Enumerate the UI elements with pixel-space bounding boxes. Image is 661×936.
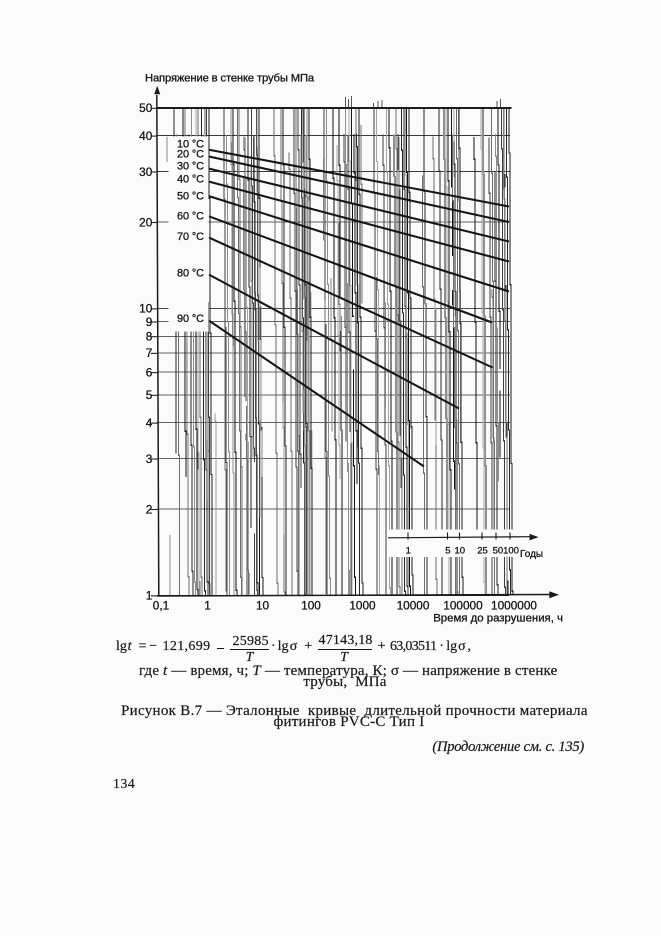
svg-text:1: 1 — [204, 599, 211, 613]
svg-text:10 °C: 10 °C — [177, 139, 204, 151]
svg-text:4: 4 — [146, 416, 153, 430]
svg-text:10: 10 — [256, 599, 270, 613]
svg-text:6: 6 — [146, 365, 153, 379]
svg-text:1: 1 — [146, 589, 153, 603]
svg-text:40: 40 — [139, 129, 153, 143]
svg-text:0,1: 0,1 — [153, 599, 169, 613]
svg-text:90 °C: 90 °C — [177, 313, 204, 325]
svg-text:50 °C: 50 °C — [177, 190, 204, 202]
svg-text:3: 3 — [146, 452, 153, 466]
svg-text:50: 50 — [493, 546, 504, 557]
svg-text:Годы: Годы — [520, 549, 543, 560]
svg-text:10000: 10000 — [397, 599, 430, 613]
svg-text:20 °C: 20 °C — [177, 149, 204, 161]
svg-text:5: 5 — [146, 388, 153, 402]
svg-text:5: 5 — [445, 546, 450, 557]
svg-text:30 °C: 30 °C — [177, 160, 204, 172]
svg-text:70 °C: 70 °C — [177, 231, 204, 243]
svg-text:1000: 1000 — [349, 599, 376, 613]
svg-text:20: 20 — [139, 215, 153, 229]
svg-text:1: 1 — [406, 546, 411, 557]
svg-text:10: 10 — [455, 546, 466, 557]
svg-text:100000: 100000 — [443, 599, 483, 613]
svg-text:Время до разрушения, ч: Время до разрушения, ч — [433, 613, 563, 625]
svg-text:100: 100 — [301, 599, 321, 613]
svg-text:25: 25 — [477, 546, 488, 557]
svg-text:Напряжение в стенке трубы МПа: Напряжение в стенке трубы МПа — [145, 73, 315, 85]
svg-text:100: 100 — [503, 546, 519, 557]
svg-text:10: 10 — [139, 302, 153, 316]
svg-text:80 °C: 80 °C — [177, 267, 204, 279]
svg-text:40 °C: 40 °C — [177, 173, 204, 185]
svg-text:8: 8 — [146, 330, 153, 344]
svg-text:50: 50 — [139, 101, 153, 115]
svg-text:2: 2 — [146, 502, 153, 516]
svg-text:9: 9 — [146, 315, 153, 329]
svg-text:60 °C: 60 °C — [177, 210, 204, 222]
svg-text:7: 7 — [146, 346, 153, 360]
svg-text:30: 30 — [139, 165, 153, 179]
svg-text:1000000: 1000000 — [491, 599, 537, 613]
